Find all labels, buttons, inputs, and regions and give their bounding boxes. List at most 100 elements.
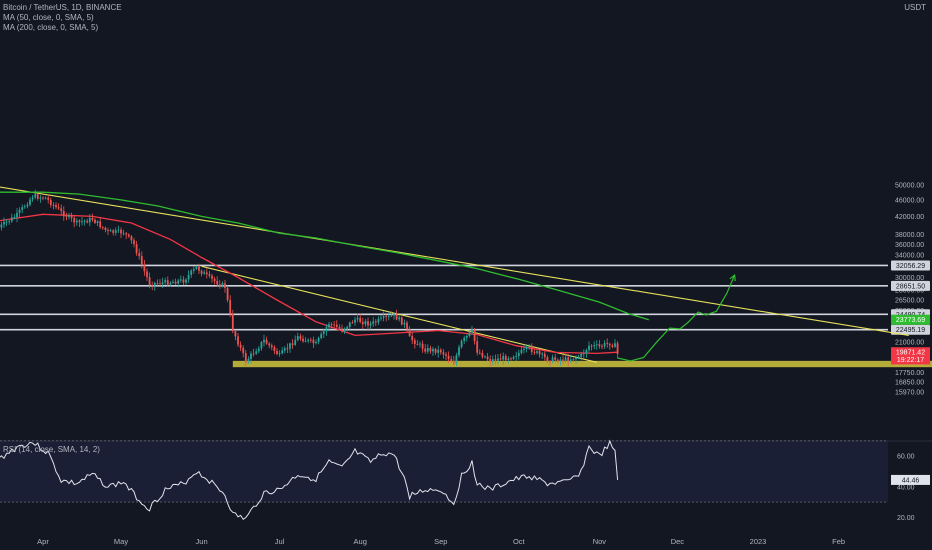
candle-body [255, 351, 258, 354]
candle-body [151, 285, 154, 286]
candle-body [426, 347, 429, 352]
candle-body [88, 217, 91, 223]
candle-body [104, 227, 107, 230]
candle-body [140, 256, 143, 265]
candle-body [575, 357, 577, 360]
candle-body [507, 358, 510, 360]
candle-body [585, 349, 588, 354]
rsi-tick-label: 20.00 [897, 515, 915, 522]
candle-body [611, 345, 614, 347]
candle-body [385, 316, 388, 318]
price-tick-label: 28000.00 [895, 288, 924, 295]
candle-body [429, 347, 432, 352]
candle-body [538, 351, 541, 355]
price-tick-label: 38000.00 [895, 232, 924, 239]
candle-body [252, 353, 255, 355]
candle-body [10, 217, 13, 222]
candle-body [107, 229, 109, 231]
candle-body [156, 282, 159, 284]
candle-body [322, 331, 325, 334]
candle-body [273, 347, 276, 351]
candle-body [458, 347, 460, 356]
candle-body [450, 359, 453, 361]
candle-body [325, 327, 328, 332]
candle-body [455, 355, 458, 364]
candle-body [356, 317, 359, 320]
candle-body [138, 253, 141, 257]
candle-body [44, 197, 47, 199]
candle-body [359, 317, 362, 323]
candle-body [216, 280, 219, 285]
candle-body [294, 340, 297, 345]
candle-body [244, 353, 247, 363]
price-label-value: 23773.69 [896, 317, 925, 324]
month-label: Oct [513, 537, 526, 546]
candle-body [351, 322, 354, 324]
candle-body [528, 346, 531, 348]
rsi-current-tag [891, 474, 930, 485]
candle-body [177, 280, 180, 284]
candle-body [133, 240, 135, 245]
candle-body [34, 194, 37, 198]
candle-body [47, 197, 50, 200]
candle-body [247, 358, 250, 363]
month-label: Nov [593, 537, 607, 546]
candle-body [153, 282, 156, 286]
candle-body [465, 335, 468, 338]
candle-body [229, 299, 232, 314]
candle-body [8, 221, 11, 223]
candle-body [226, 287, 229, 300]
candle-body [286, 348, 289, 350]
candle-body [471, 329, 473, 333]
candle-body [603, 343, 606, 347]
candle-body [541, 353, 544, 355]
candle-body [231, 313, 234, 332]
candle-body [187, 274, 190, 280]
candle-body [96, 221, 99, 223]
candle-body [382, 316, 385, 318]
month-label: Jul [275, 537, 285, 546]
candle-body [328, 324, 330, 328]
candle-body [403, 322, 406, 325]
candle-body [502, 355, 505, 360]
rsi-tick-label: 60.00 [897, 454, 915, 461]
candle-body [276, 350, 278, 354]
candle-body [595, 344, 598, 346]
rsi-legend: RSI (14, close, SMA, 14, 2) [3, 445, 100, 454]
price-tick-label: 46000.00 [895, 197, 924, 204]
candle-body [330, 324, 333, 326]
candle-body [434, 348, 437, 353]
candle-body [122, 233, 125, 235]
candle-body [416, 343, 419, 345]
candle-body [346, 326, 349, 329]
candle-body [270, 345, 273, 348]
candle-body [268, 343, 271, 346]
candle-body [278, 353, 281, 354]
candle-body [335, 324, 338, 327]
candle-body [481, 352, 484, 357]
price-tick-label: 36000.00 [895, 242, 924, 249]
candle-body [5, 221, 8, 223]
candle-body [23, 206, 26, 208]
candle-body [179, 279, 182, 281]
candle-body [478, 352, 481, 354]
candle-body [473, 329, 476, 342]
month-label: Feb [832, 537, 845, 546]
month-label: May [114, 537, 128, 546]
candle-body [320, 333, 323, 339]
candle-body [406, 322, 408, 330]
candle-body [242, 347, 245, 354]
candle-body [130, 236, 133, 241]
candle-body [101, 227, 104, 229]
candle-body [283, 348, 286, 351]
candle-body [73, 217, 76, 223]
candle-body [31, 197, 34, 200]
candle-body [549, 361, 551, 363]
candle-body [484, 356, 486, 358]
projection-path [617, 274, 736, 362]
candle-body [593, 345, 596, 347]
candle-body [39, 197, 42, 199]
candle-body [562, 359, 564, 361]
candle-body [317, 338, 320, 342]
